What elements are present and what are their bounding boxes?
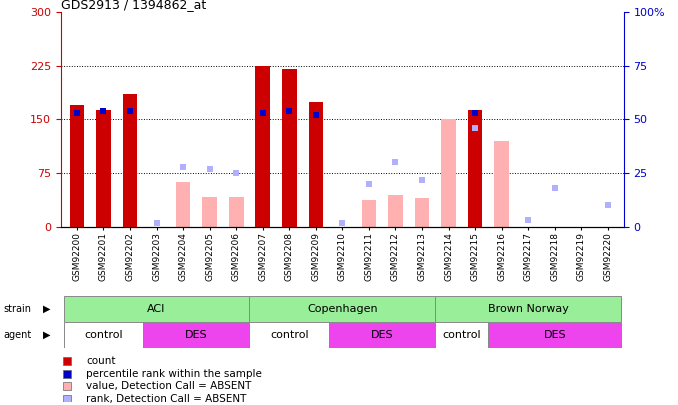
Text: GDS2913 / 1394862_at: GDS2913 / 1394862_at — [61, 0, 206, 11]
Bar — [143, 322, 250, 348]
Bar — [415, 198, 429, 227]
Bar — [64, 322, 143, 348]
Bar — [441, 119, 456, 227]
Text: DES: DES — [371, 330, 393, 340]
Text: Copenhagen: Copenhagen — [307, 304, 378, 314]
Bar — [388, 195, 403, 227]
Text: control: control — [443, 330, 481, 340]
Text: ▶: ▶ — [43, 330, 50, 340]
Text: control: control — [84, 330, 123, 340]
Text: agent: agent — [3, 330, 32, 340]
Bar — [329, 322, 435, 348]
Text: Brown Norway: Brown Norway — [487, 304, 569, 314]
Text: DES: DES — [185, 330, 207, 340]
Bar — [435, 296, 621, 322]
Text: strain: strain — [3, 304, 31, 314]
Text: percentile rank within the sample: percentile rank within the sample — [86, 369, 262, 379]
Bar — [282, 69, 296, 227]
Text: rank, Detection Call = ABSENT: rank, Detection Call = ABSENT — [86, 394, 247, 404]
Bar — [468, 110, 483, 227]
Bar — [488, 322, 621, 348]
Bar — [250, 322, 329, 348]
Bar — [256, 66, 270, 227]
Text: control: control — [270, 330, 308, 340]
Bar — [96, 110, 111, 227]
Bar — [229, 197, 243, 227]
Text: ▶: ▶ — [43, 304, 50, 314]
Text: count: count — [86, 356, 116, 366]
Bar — [435, 322, 488, 348]
Bar — [70, 105, 84, 227]
Bar — [250, 296, 435, 322]
Text: DES: DES — [544, 330, 566, 340]
Bar — [176, 182, 191, 227]
Bar — [64, 296, 250, 322]
Bar — [494, 141, 509, 227]
Bar — [123, 94, 138, 227]
Bar — [361, 200, 376, 227]
Bar — [308, 102, 323, 227]
Bar — [202, 197, 217, 227]
Text: ACI: ACI — [147, 304, 165, 314]
Text: value, Detection Call = ABSENT: value, Detection Call = ABSENT — [86, 382, 252, 391]
